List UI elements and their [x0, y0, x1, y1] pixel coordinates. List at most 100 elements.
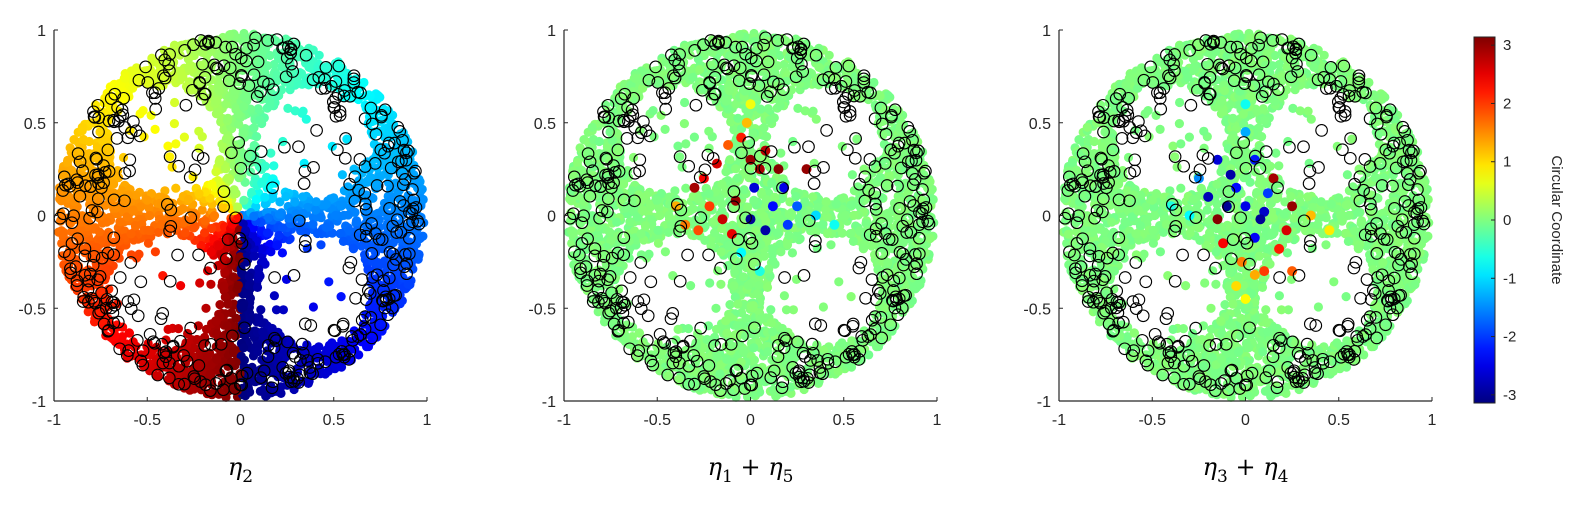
data-point — [249, 123, 259, 133]
data-point — [163, 324, 173, 334]
data-point — [180, 228, 190, 238]
data-point — [170, 97, 180, 108]
data-point — [324, 277, 334, 287]
data-point — [214, 240, 224, 251]
data-point — [383, 170, 393, 180]
landmark-circle — [123, 164, 136, 178]
landmark-circle — [171, 248, 184, 262]
data-point — [128, 205, 138, 216]
y-tick-label: 0 — [37, 209, 46, 226]
landmark-circle — [268, 271, 281, 284]
landmark-circle — [113, 271, 127, 284]
data-point — [258, 327, 268, 337]
data-point — [766, 305, 776, 315]
data-point — [171, 183, 181, 193]
data-point — [262, 228, 272, 238]
data-point — [206, 279, 216, 289]
data-point — [648, 106, 658, 116]
data-point — [240, 93, 250, 103]
data-point — [94, 227, 104, 237]
data-point — [653, 238, 664, 248]
data-point — [860, 165, 870, 175]
data-point — [178, 72, 188, 82]
data-point — [212, 354, 222, 364]
data-point — [145, 366, 155, 376]
data-point — [207, 223, 217, 234]
data-point — [207, 179, 217, 189]
data-point — [142, 195, 152, 205]
data-point — [153, 227, 164, 237]
data-point — [350, 165, 360, 175]
data-point — [193, 321, 203, 331]
data-point — [143, 225, 153, 235]
data-point — [219, 281, 229, 291]
data-point — [150, 124, 160, 134]
landmark-circle — [143, 327, 157, 341]
landmark-circle — [254, 145, 268, 158]
data-point — [354, 350, 364, 360]
data-point — [787, 248, 798, 258]
data-point — [330, 210, 341, 220]
data-point — [304, 62, 314, 72]
x-tick-label: -1 — [47, 412, 61, 429]
data-point — [339, 210, 349, 220]
data-point — [102, 217, 112, 227]
data-point — [365, 91, 375, 101]
data-point — [257, 178, 267, 188]
data-point — [290, 197, 300, 207]
data-point — [385, 196, 395, 206]
data-point — [298, 192, 308, 202]
data-point — [265, 96, 275, 106]
data-point — [321, 199, 331, 209]
data-point — [680, 97, 690, 108]
data-point — [704, 126, 714, 136]
data-point — [681, 139, 691, 149]
data-point — [169, 119, 179, 129]
data-point — [705, 278, 715, 288]
data-point — [223, 299, 233, 309]
data-point — [138, 106, 148, 116]
data-point — [304, 43, 314, 54]
landmark-circle — [134, 275, 148, 289]
data-point — [695, 64, 705, 75]
data-point — [88, 292, 98, 302]
data-point — [833, 366, 843, 376]
landmark-circle — [163, 274, 177, 288]
data-point — [120, 73, 130, 83]
data-point — [359, 77, 369, 88]
data-point — [808, 106, 818, 116]
data-point — [316, 240, 326, 250]
data-point — [249, 251, 259, 261]
data-point — [201, 303, 211, 313]
data-point — [249, 211, 259, 221]
data-point — [229, 185, 239, 195]
y-tick-label: -1 — [32, 394, 46, 411]
data-point — [221, 134, 231, 144]
data-point — [276, 388, 286, 398]
data-point — [209, 211, 220, 221]
data-point — [197, 205, 207, 215]
landmark-circle — [110, 132, 124, 145]
data-point — [781, 305, 792, 315]
data-point — [775, 96, 785, 106]
data-point — [185, 64, 195, 75]
data-point — [163, 141, 173, 151]
data-point — [223, 173, 233, 183]
data-point — [368, 130, 378, 140]
data-point — [673, 324, 683, 334]
data-point — [224, 30, 235, 40]
data-point — [688, 204, 698, 214]
data-point — [846, 200, 856, 210]
y-tick-label: -0.5 — [18, 301, 46, 318]
data-point — [170, 42, 180, 52]
data-point — [150, 247, 160, 257]
data-point — [260, 192, 270, 202]
data-point — [298, 106, 308, 116]
data-point — [233, 109, 243, 119]
y-tick-label: 1 — [37, 23, 46, 40]
data-point — [290, 106, 300, 116]
data-point — [223, 113, 233, 123]
data-point — [266, 148, 276, 158]
